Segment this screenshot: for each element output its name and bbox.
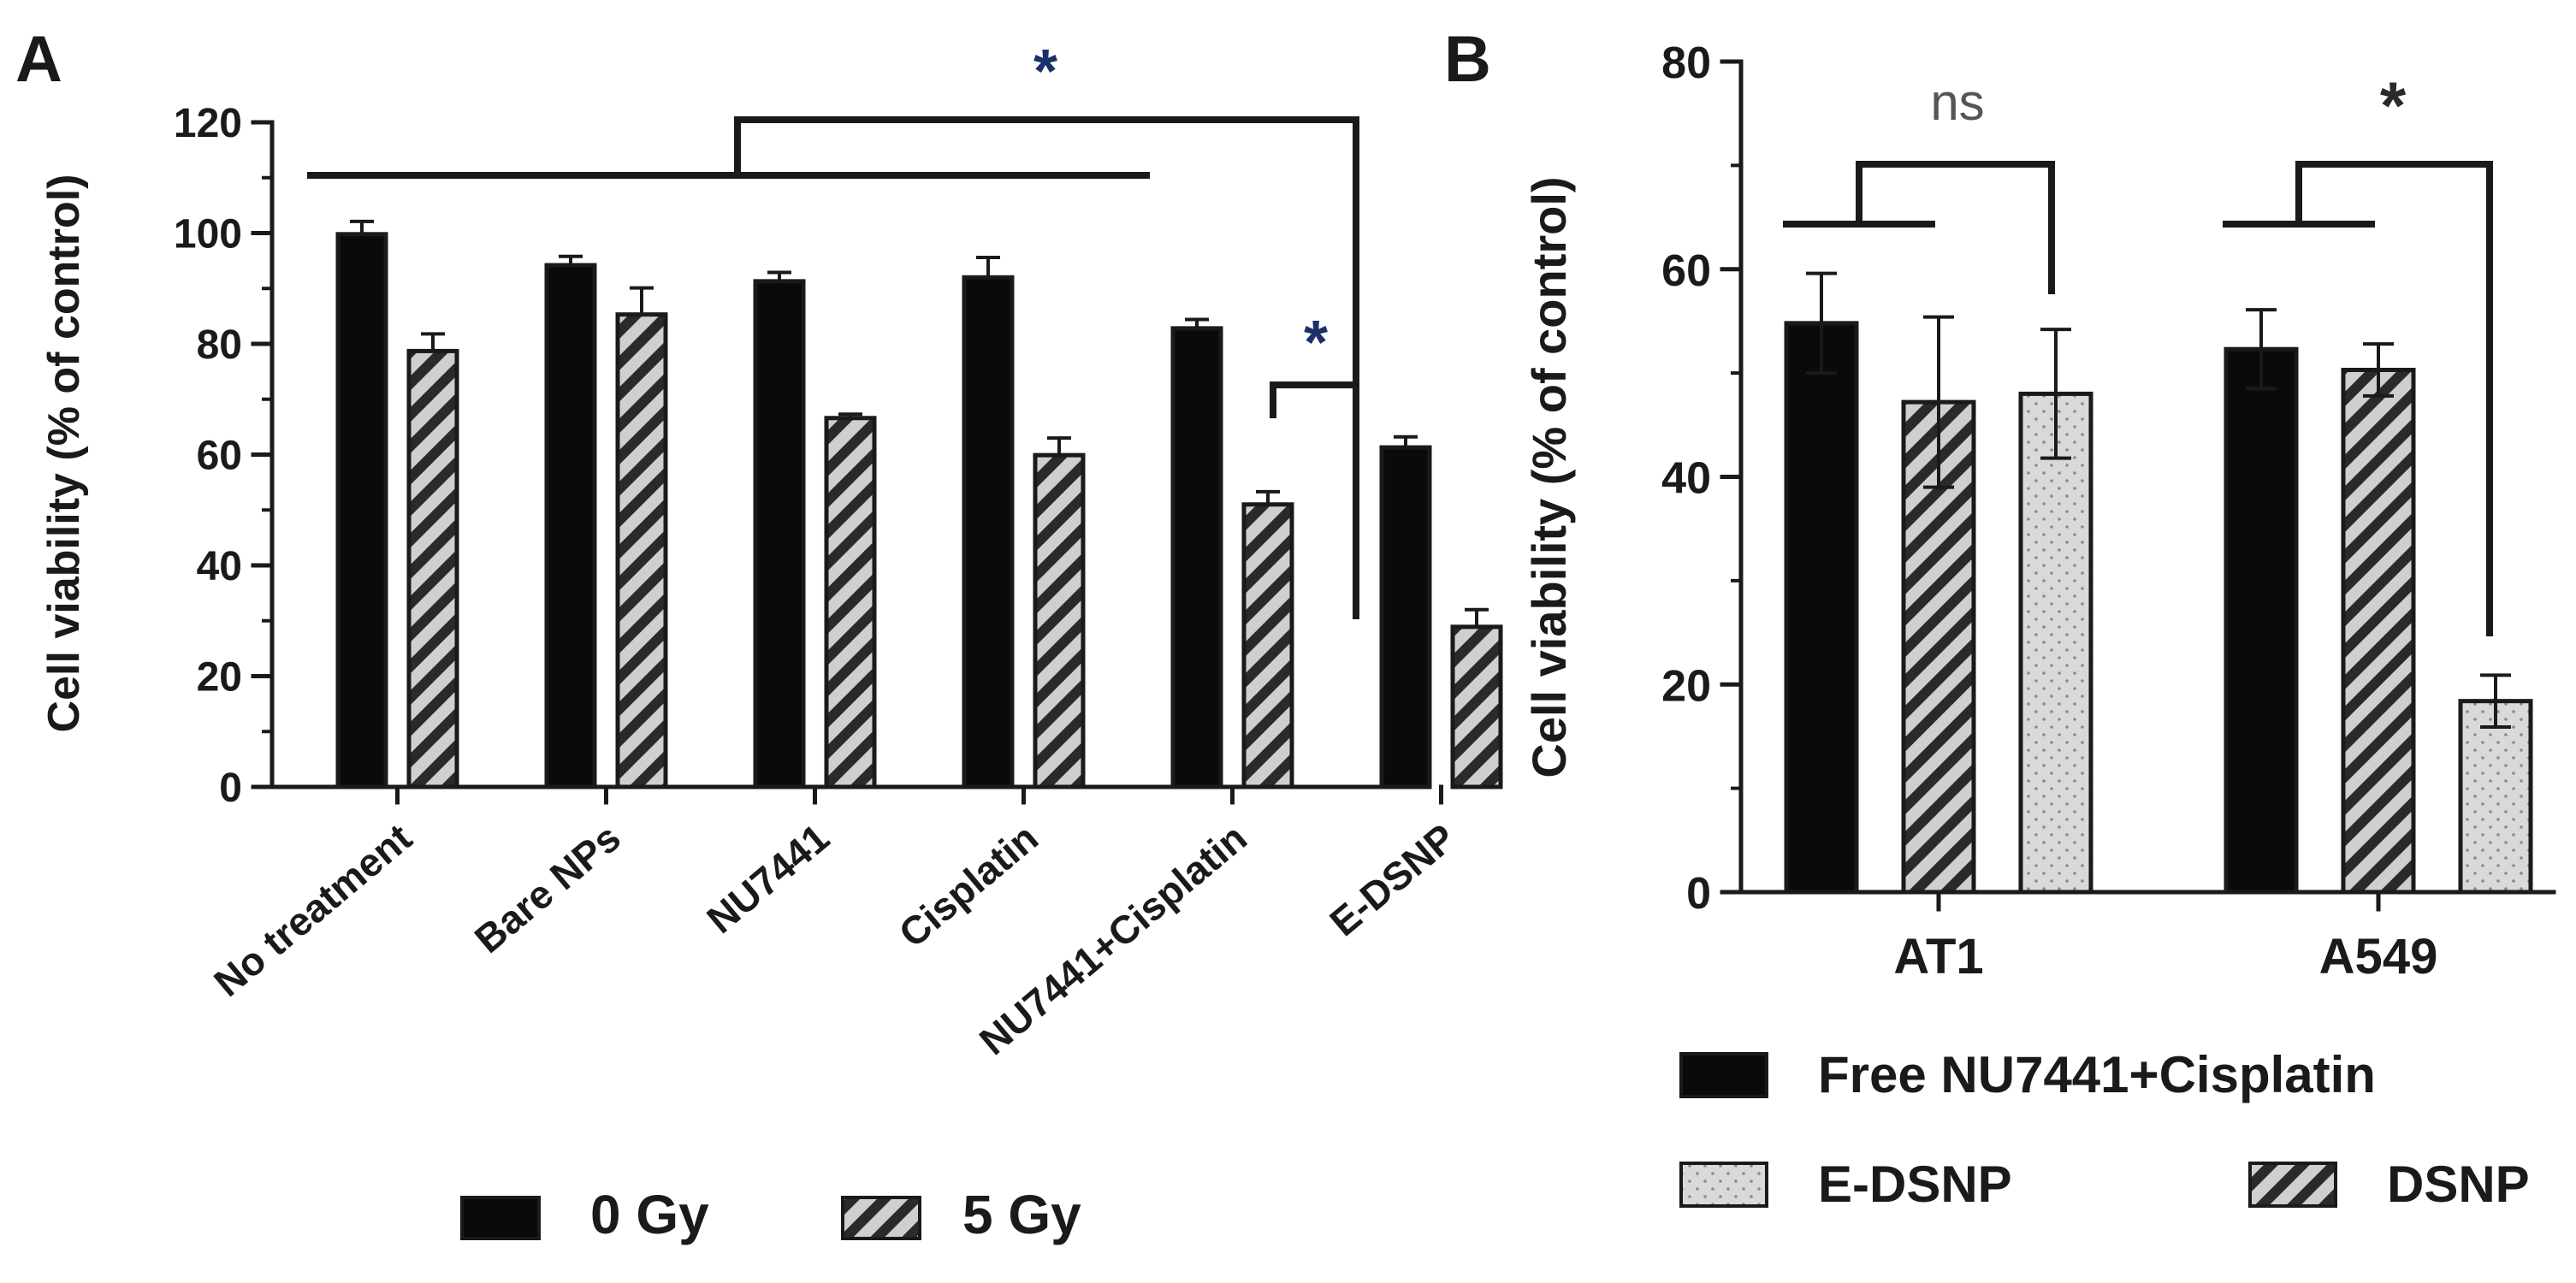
- b-x-tick-label-a549: A549: [2319, 929, 2438, 984]
- a-bar-bare-nps-0-gy: [544, 263, 597, 789]
- a-bracket-edsnp: [1270, 381, 1359, 418]
- a-bar-nu7441-5-gy: [824, 416, 877, 789]
- b-y-tick-label: 60: [1661, 246, 1711, 296]
- b-legend-swatch-dsnp: [2248, 1162, 2337, 1208]
- a-bar-cisplatin-0-gy: [962, 275, 1015, 789]
- a-y-axis-title: Cell viability (% of control): [39, 174, 89, 733]
- a-bar-no-treatment-5-gy: [406, 348, 459, 789]
- b-bars: [1784, 321, 2533, 895]
- a-bar-e-dsnp-0-gy: [1379, 445, 1432, 789]
- b-legend-label-dsnp: DSNP: [2387, 1156, 2530, 1213]
- b-legend: Free NU7441+Cisplatin E-DSNP DSNP: [1679, 1046, 2530, 1213]
- a-bar-nu7441-0-gy: [753, 279, 806, 789]
- b-y-tick-label: 20: [1661, 661, 1711, 711]
- b-legend-swatch-edsnp: [1679, 1162, 1768, 1208]
- a-y-tick-label: 0: [219, 766, 242, 811]
- b-bar-a549-dsnp: [2341, 367, 2416, 895]
- a-legend: 0 Gy 5 Gy: [460, 1184, 1081, 1245]
- a-legend-swatch-5gy: [841, 1196, 921, 1240]
- b-x-tick-label-at1: AT1: [1893, 929, 1983, 984]
- a-y-tick-label: 60: [197, 434, 242, 479]
- a-bar-nu7441-cisplatin-5-gy: [1241, 502, 1294, 789]
- b-error-bars: [1806, 271, 2511, 730]
- panel-label-b: B: [1444, 23, 1491, 96]
- b-bar-a549-e-dsnp: [2458, 699, 2533, 895]
- b-legend-label-free: Free NU7441+Cisplatin: [1818, 1046, 2376, 1103]
- b-y-tick-label: 40: [1661, 454, 1711, 504]
- b-significance-star: *: [2380, 68, 2407, 143]
- a-legend-label-0gy: 0 Gy: [590, 1184, 709, 1245]
- b-bar-at1-e-dsnp: [2018, 391, 2093, 895]
- b-legend-label-edsnp: E-DSNP: [1818, 1156, 2012, 1213]
- b-y-axis-title: Cell viability (% of control): [1522, 176, 1576, 777]
- panel-label-a: A: [15, 23, 62, 96]
- a-legend-label-5gy: 5 Gy: [962, 1184, 1081, 1245]
- a-bar-no-treatment-0-gy: [335, 232, 388, 789]
- b-annotation-ns: ns: [1930, 74, 1984, 131]
- b-bar-at1-free-nu7441-cisplatin: [1784, 321, 1859, 895]
- panel-a: A Cell viability (% of control) No treat…: [15, 23, 1503, 1245]
- b-y-tick-label: 0: [1686, 869, 1711, 919]
- a-x-tick-label-nu7441: NU7441: [698, 815, 838, 942]
- a-x-tick-labels: No treatment Bare NPs NU7441 CisplatinNU744…: [205, 815, 1464, 1063]
- b-bracket-at1: [1856, 161, 2055, 294]
- a-y-tick-label: 80: [197, 322, 242, 368]
- a-bar-bare-nps-5-gy: [615, 312, 668, 789]
- a-significance-star-main: *: [1033, 38, 1057, 106]
- a-x-tick-label-cisplatin: Cisplatin: [891, 815, 1046, 956]
- panel-b: B Cell viability (% of control) AT1 A549 …: [1444, 23, 2556, 1213]
- a-bracket-main: [734, 116, 1359, 619]
- a-x-tick-label-bare-nps: Bare NPs: [466, 815, 629, 961]
- a-bar-cisplatin-5-gy: [1033, 452, 1086, 789]
- b-bar-a549-free-nu7441-cisplatin: [2224, 346, 2299, 895]
- a-y-tick-label: 120: [174, 101, 242, 146]
- a-y-tick-label: 40: [197, 544, 242, 589]
- a-y-tick-labels: 0 20 40 60 80 100 120: [174, 101, 242, 811]
- a-significance-star-edsnp: *: [1304, 309, 1328, 377]
- a-error-bars: [350, 219, 1489, 627]
- a-x-tick-label-e-dsnp: E-DSNP: [1321, 815, 1464, 945]
- a-bar-e-dsnp-5-gy: [1450, 624, 1503, 789]
- a-axis-ticks: [251, 120, 1443, 805]
- a-y-tick-label: 100: [174, 212, 242, 257]
- b-y-tick-label: 80: [1661, 38, 1711, 88]
- a-x-tick-label-no-treatment: No treatment: [205, 815, 420, 1005]
- b-bracket-a549: [2295, 161, 2493, 636]
- a-legend-swatch-0gy: [460, 1196, 541, 1240]
- b-legend-swatch-free: [1679, 1052, 1768, 1098]
- a-bar-nu7441-cisplatin-0-gy: [1170, 326, 1223, 789]
- a-y-tick-label: 20: [197, 655, 242, 701]
- b-y-tick-labels: 0 20 40 60 80: [1661, 38, 1711, 919]
- b-x-tick-labels: AT1 A549: [1893, 929, 2437, 984]
